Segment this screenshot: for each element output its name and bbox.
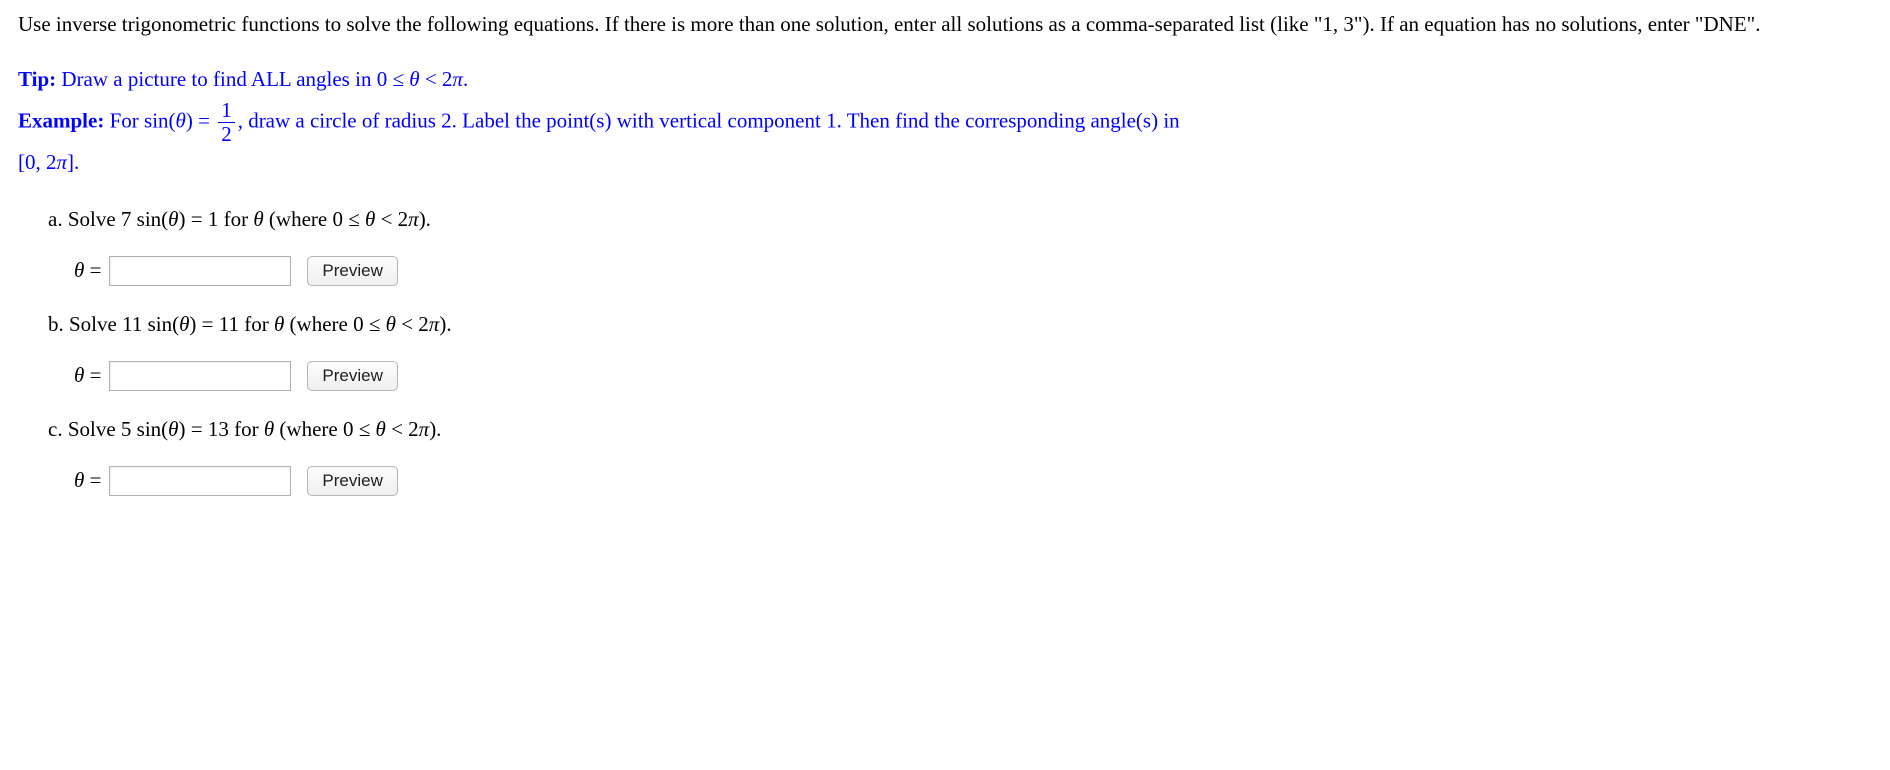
theta-equals-label: θ =: [74, 468, 101, 493]
problem-c-eq: 5 sin(θ) = 13: [121, 417, 229, 441]
problem-c-range: 0 ≤ θ < 2π: [343, 417, 429, 441]
problem-b-for: for θ (where: [239, 312, 353, 336]
example-after: , draw a circle of radius 2. Label the p…: [238, 108, 1180, 132]
fraction-numerator: 1: [218, 100, 235, 123]
tip-range: 0 ≤ θ < 2π: [377, 67, 463, 91]
example-before: For: [104, 108, 144, 132]
instructions-text: Use inverse trigonometric functions to s…: [18, 10, 1872, 38]
problem-a-for: for θ (where: [218, 207, 332, 231]
problem-b-preview-button[interactable]: Preview: [307, 361, 397, 391]
problem-c-label: c. Solve: [48, 417, 121, 441]
problem-b-input[interactable]: [109, 361, 291, 391]
problem-c-answer-row: θ = Preview: [48, 466, 1872, 496]
tip-line: Tip: Draw a picture to find ALL angles i…: [18, 62, 1872, 98]
example-line: Example: For sin(θ) = 1 2 , draw a circl…: [18, 100, 1872, 181]
problem-c-for: for θ (where: [229, 417, 343, 441]
problem-b-range: 0 ≤ θ < 2π: [353, 312, 439, 336]
problem-a-range: 0 ≤ θ < 2π: [332, 207, 418, 231]
problem-a-close: ).: [419, 207, 431, 231]
problem-c-close: ).: [429, 417, 441, 441]
problem-a-eq: 7 sin(θ) = 1: [121, 207, 218, 231]
example-eq: sin(θ) =: [144, 108, 215, 132]
theta-equals-label: θ =: [74, 363, 101, 388]
problem-c-text: c. Solve 5 sin(θ) = 13 for θ (where 0 ≤ …: [48, 417, 1872, 442]
problem-c-preview-button[interactable]: Preview: [307, 466, 397, 496]
example-fraction: 1 2: [218, 100, 235, 145]
fraction-denominator: 2: [218, 123, 235, 145]
problem-a: a. Solve 7 sin(θ) = 1 for θ (where 0 ≤ θ…: [48, 207, 1872, 286]
problem-b: b. Solve 11 sin(θ) = 11 for θ (where 0 ≤…: [48, 312, 1872, 391]
example-label: Example:: [18, 108, 104, 132]
problem-c: c. Solve 5 sin(θ) = 13 for θ (where 0 ≤ …: [48, 417, 1872, 496]
problem-a-label: a. Solve: [48, 207, 121, 231]
theta-equals-label: θ =: [74, 258, 101, 283]
example-period: .: [74, 150, 79, 174]
problem-b-text: b. Solve 11 sin(θ) = 11 for θ (where 0 ≤…: [48, 312, 1872, 337]
problem-a-preview-button[interactable]: Preview: [307, 256, 397, 286]
problem-b-close: ).: [439, 312, 451, 336]
tip-text-after: .: [463, 67, 468, 91]
problems-list: a. Solve 7 sin(θ) = 1 for θ (where 0 ≤ θ…: [18, 207, 1872, 496]
tip-example-block: Tip: Draw a picture to find ALL angles i…: [18, 62, 1872, 180]
example-interval: [0, 2π]: [18, 150, 74, 174]
problem-b-label: b. Solve: [48, 312, 122, 336]
problem-a-answer-row: θ = Preview: [48, 256, 1872, 286]
problem-a-input[interactable]: [109, 256, 291, 286]
problem-b-eq: 11 sin(θ) = 11: [122, 312, 239, 336]
tip-label: Tip:: [18, 67, 56, 91]
problem-b-answer-row: θ = Preview: [48, 361, 1872, 391]
tip-text-before: Draw a picture to find ALL angles in: [56, 67, 377, 91]
problem-c-input[interactable]: [109, 466, 291, 496]
problem-a-text: a. Solve 7 sin(θ) = 1 for θ (where 0 ≤ θ…: [48, 207, 1872, 232]
